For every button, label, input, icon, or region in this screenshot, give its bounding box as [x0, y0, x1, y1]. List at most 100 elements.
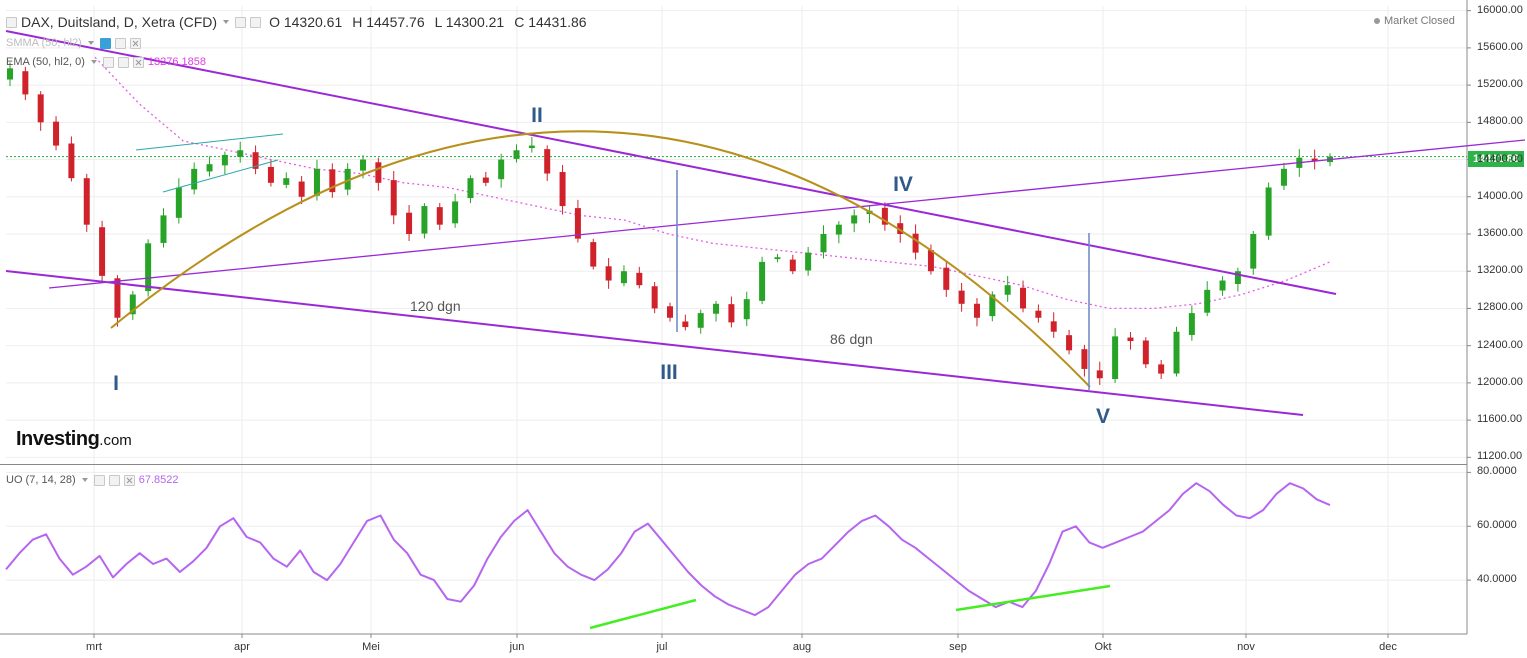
chevron-down-icon[interactable] — [223, 20, 230, 24]
candle-body — [221, 154, 228, 166]
y-tick-label: 11600.00 — [1477, 413, 1523, 426]
candle-body — [713, 303, 720, 314]
ema-legend: EMA (50, hl2, 0) 13276.1858 — [6, 56, 206, 68]
candle-body — [651, 286, 658, 309]
candle-body — [114, 278, 121, 318]
y-tick-label: 15200.00 — [1477, 78, 1523, 91]
smma-legend: SMMA (50, hl2) — [6, 37, 141, 49]
market-status-text: Market Closed — [1384, 15, 1455, 27]
candle-body — [421, 206, 428, 234]
candle-body — [513, 150, 520, 159]
candle-body — [68, 143, 75, 179]
close-icon[interactable] — [132, 56, 144, 68]
status-dot-icon — [1374, 18, 1380, 25]
candle-body — [1081, 349, 1088, 369]
x-tick-label: sep — [949, 641, 967, 653]
candle-body — [1158, 364, 1165, 374]
gear-icon[interactable] — [250, 16, 262, 28]
candle-body — [1219, 280, 1226, 291]
chevron-down-icon[interactable] — [81, 478, 88, 482]
candle-body — [482, 177, 489, 183]
candle-body — [590, 242, 597, 267]
uo-legend: UO (7, 14, 28) 67.8522 — [6, 474, 178, 486]
candle-body — [1112, 336, 1119, 380]
logo-suffix: .com — [99, 432, 132, 449]
candle-body — [559, 172, 566, 207]
candle-body — [1142, 340, 1149, 365]
candle-body — [99, 227, 106, 276]
flag-lower-line — [162, 159, 279, 193]
y-tick-label: 13600.00 — [1477, 227, 1523, 239]
candle-body — [406, 212, 413, 234]
x-tick-label: nov — [1237, 641, 1255, 653]
y-tick-label: 14000.00 — [1477, 189, 1523, 202]
grid-lines — [6, 6, 1467, 634]
candle-body — [544, 149, 551, 174]
y-tick-label: 12400.00 — [1477, 338, 1523, 351]
uo-tick-label: 60.0000 — [1477, 519, 1517, 532]
chevron-down-icon[interactable] — [87, 41, 94, 45]
market-status: Market Closed — [1374, 15, 1455, 27]
channel-lower-line — [5, 270, 1304, 416]
uo-value: 67.8522 — [138, 474, 179, 486]
eye-icon[interactable] — [102, 56, 114, 68]
y-tick-label: 12000.00 — [1477, 375, 1523, 388]
eye-icon[interactable] — [93, 474, 105, 486]
wave-label-IV: IV — [893, 173, 913, 196]
candle-body — [267, 166, 274, 183]
eye-icon[interactable] — [99, 37, 111, 49]
candle-body — [743, 299, 750, 320]
y-tick-label: 13200.00 — [1477, 264, 1523, 277]
close-icon[interactable] — [123, 474, 135, 486]
candle-body — [129, 294, 136, 315]
uo-label: UO (7, 14, 28) — [6, 474, 76, 486]
y-tick-label: 15600.00 — [1477, 40, 1523, 53]
candle-body — [820, 234, 827, 253]
wave-label-V: V — [1095, 405, 1111, 428]
candle-body — [989, 294, 996, 317]
candle-body — [1066, 335, 1073, 351]
cycle-arc — [110, 130, 1091, 388]
symbol-title: DAX, Duitsland, D, Xetra (CFD) — [21, 14, 218, 30]
candle-body — [759, 261, 766, 301]
chevron-down-icon[interactable] — [90, 60, 97, 64]
candle-body — [1050, 321, 1057, 332]
candle-body — [851, 215, 858, 224]
candle-body — [636, 272, 643, 286]
candle-body — [22, 71, 29, 95]
gear-icon[interactable] — [114, 37, 126, 49]
x-tick-label: jul — [656, 641, 668, 653]
candle-body — [175, 187, 182, 218]
wave-label-III: III — [660, 361, 678, 384]
candle-body — [283, 178, 290, 185]
candle-body — [252, 152, 259, 169]
candle-body — [774, 257, 781, 260]
gear-icon[interactable] — [108, 474, 120, 486]
candle-body — [206, 164, 213, 172]
candle-body — [1250, 234, 1257, 269]
candle-body — [360, 159, 367, 171]
x-tick-label: dec — [1379, 641, 1397, 653]
candle-body — [958, 290, 965, 304]
high-value: H 14457.76 — [352, 14, 425, 30]
candle-body — [191, 168, 198, 190]
candle-body — [1096, 370, 1103, 379]
duration-label-86: 86 dgn — [830, 331, 873, 347]
candle-body — [1127, 337, 1134, 342]
close-icon[interactable] — [129, 37, 141, 49]
candle-body — [1280, 168, 1287, 186]
ema-label: EMA (50, hl2, 0) — [6, 56, 85, 68]
candle-body — [835, 224, 842, 235]
eye-icon[interactable] — [235, 16, 247, 28]
channel-upper-line — [5, 30, 1337, 295]
y-tick-label: 14800.00 — [1477, 115, 1523, 128]
candle-body — [1234, 271, 1241, 285]
gear-icon[interactable] — [117, 56, 129, 68]
candle-body — [390, 180, 397, 216]
y-tick-label: 11200.00 — [1477, 450, 1523, 463]
drawing-tools — [5, 30, 1526, 416]
low-value: L 14300.21 — [434, 14, 505, 30]
collapse-icon[interactable] — [6, 16, 17, 28]
